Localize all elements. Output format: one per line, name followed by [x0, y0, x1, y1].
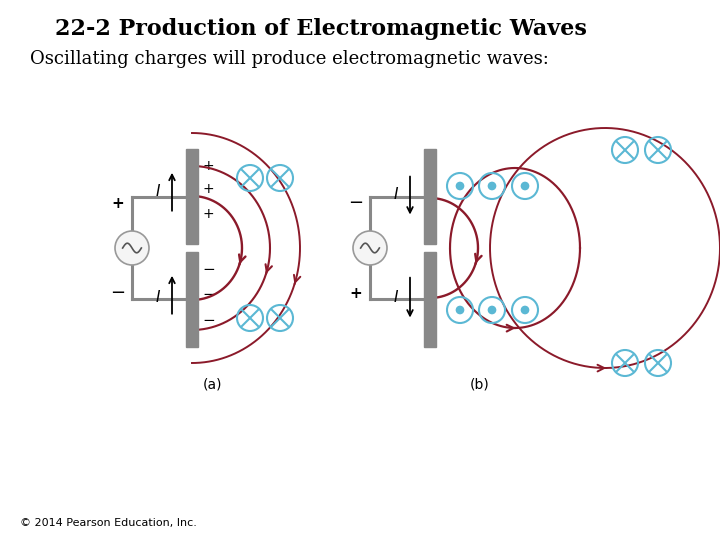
Text: Oscillating charges will produce electromagnetic waves:: Oscillating charges will produce electro…	[30, 50, 549, 68]
Text: +: +	[112, 195, 125, 211]
Text: −: −	[202, 287, 215, 302]
Circle shape	[488, 306, 495, 314]
Bar	[424, 149, 436, 244]
Text: I: I	[156, 290, 161, 305]
Text: −: −	[202, 313, 215, 328]
Circle shape	[456, 306, 464, 314]
Circle shape	[115, 231, 149, 265]
Text: I: I	[394, 290, 398, 305]
Bar	[186, 252, 198, 347]
Text: +: +	[202, 159, 214, 173]
Text: © 2014 Pearson Education, Inc.: © 2014 Pearson Education, Inc.	[20, 518, 197, 528]
Bar	[424, 252, 436, 347]
Text: (b): (b)	[470, 378, 490, 392]
Text: −: −	[348, 194, 364, 212]
Text: +: +	[350, 286, 362, 300]
Circle shape	[456, 183, 464, 190]
Circle shape	[353, 231, 387, 265]
Text: +: +	[202, 207, 214, 221]
Bar	[186, 149, 198, 244]
Text: (a): (a)	[202, 378, 222, 392]
Text: 22-2 Production of Electromagnetic Waves: 22-2 Production of Electromagnetic Waves	[55, 18, 587, 40]
Text: −: −	[110, 284, 125, 302]
Text: −: −	[202, 261, 215, 276]
Circle shape	[488, 183, 495, 190]
Text: I: I	[156, 184, 161, 199]
Text: +: +	[202, 182, 214, 196]
Circle shape	[521, 183, 528, 190]
Text: I: I	[394, 187, 398, 202]
Circle shape	[521, 306, 528, 314]
